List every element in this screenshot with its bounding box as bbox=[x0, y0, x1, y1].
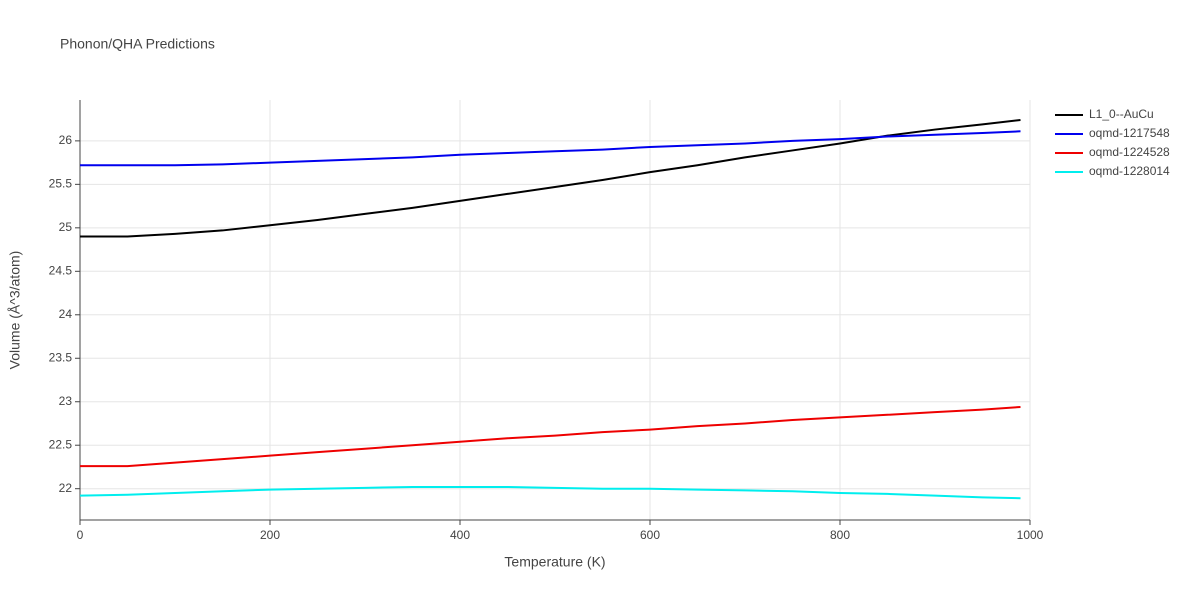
legend-label: oqmd-1228014 bbox=[1089, 164, 1170, 178]
y-tick-label: 22.5 bbox=[49, 437, 73, 451]
x-tick-label: 0 bbox=[77, 528, 84, 542]
y-axis-label: Volume (Å^3/atom) bbox=[7, 251, 23, 370]
legend-label: oqmd-1217548 bbox=[1089, 126, 1170, 140]
y-tick-label: 23 bbox=[59, 394, 73, 408]
y-tick-label: 24 bbox=[59, 307, 73, 321]
y-tick-label: 23.5 bbox=[49, 350, 73, 364]
x-axis-label: Temperature (K) bbox=[504, 554, 605, 570]
legend-label: oqmd-1224528 bbox=[1089, 145, 1170, 159]
x-tick-label: 200 bbox=[260, 528, 280, 542]
y-tick-label: 22 bbox=[59, 481, 73, 495]
legend-label: L1_0--AuCu bbox=[1089, 107, 1154, 121]
y-tick-label: 26 bbox=[59, 133, 73, 147]
series-line bbox=[80, 405, 1021, 468]
chart-title: Phonon/QHA Predictions bbox=[60, 36, 215, 52]
y-tick-label: 25.5 bbox=[49, 177, 73, 191]
x-tick-label: 1000 bbox=[1017, 528, 1044, 542]
series-line bbox=[79, 485, 1021, 500]
x-tick-label: 600 bbox=[640, 528, 660, 542]
x-tick-label: 400 bbox=[450, 528, 470, 542]
x-tick-label: 800 bbox=[830, 528, 850, 542]
y-tick-label: 25 bbox=[59, 220, 73, 234]
y-tick-label: 24.5 bbox=[49, 263, 73, 277]
series-line bbox=[80, 130, 1021, 167]
